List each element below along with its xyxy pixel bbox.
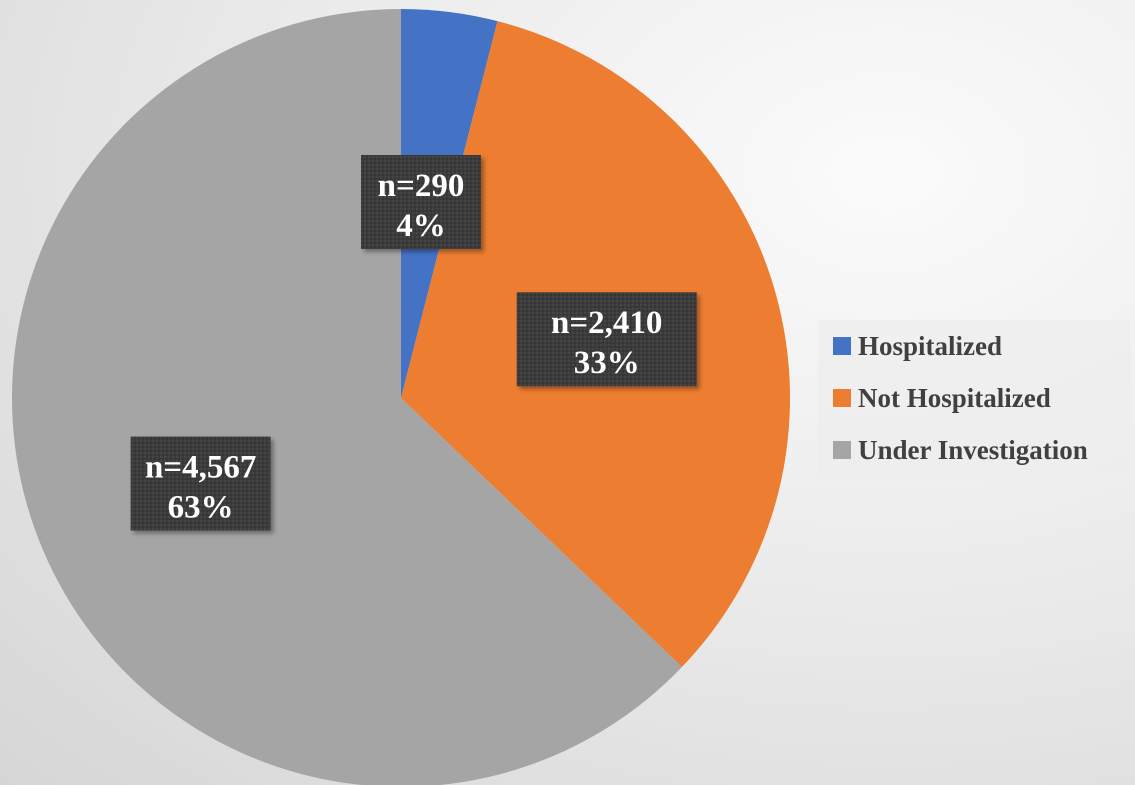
data-label-box-not-hospitalized	[516, 292, 697, 387]
legend-item-not-hospitalized: Not Hospitalized	[833, 372, 1131, 424]
legend-swatch-hospitalized	[833, 337, 851, 355]
legend-label-under-investigation: Under Investigation	[858, 434, 1088, 465]
data-labels: n=290 4% n=2,410 33% n=4,567 63%	[130, 155, 697, 531]
data-label-box-hospitalized	[361, 155, 481, 249]
legend-label-hospitalized: Hospitalized	[858, 330, 1003, 361]
data-label-count-hospitalized: n=290	[378, 168, 465, 204]
pie-slice-under-investigation	[12, 9, 682, 785]
data-label-box-under-investigation	[130, 436, 271, 531]
data-label-percent-under-investigation: 63%	[168, 490, 234, 526]
legend-item-hospitalized: Hospitalized	[833, 320, 1131, 372]
data-label-count-under-investigation: n=4,567	[145, 450, 256, 486]
data-label-hospitalized: n=290 4%	[361, 155, 481, 249]
data-label-under-investigation: n=4,567 63%	[130, 436, 271, 531]
data-label-not-hospitalized: n=2,410 33%	[516, 292, 697, 387]
data-label-count-not-hospitalized: n=2,410	[551, 305, 662, 341]
data-label-percent-hospitalized: 4%	[396, 208, 446, 244]
legend-label-not-hospitalized: Not Hospitalized	[858, 382, 1051, 413]
legend-swatch-under-investigation	[833, 441, 851, 459]
legend-swatch-not-hospitalized	[833, 389, 851, 407]
chart-legend: Hospitalized Not Hospitalized Under Inve…	[818, 320, 1131, 476]
pie-slices	[12, 9, 790, 785]
data-label-percent-not-hospitalized: 33%	[574, 345, 640, 381]
legend-item-under-investigation: Under Investigation	[833, 424, 1131, 476]
